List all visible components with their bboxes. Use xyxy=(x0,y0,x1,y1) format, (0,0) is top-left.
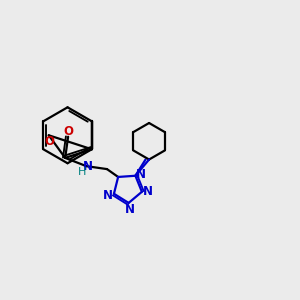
Text: O: O xyxy=(63,125,73,138)
Text: O: O xyxy=(44,135,54,148)
Text: N: N xyxy=(103,189,113,202)
Text: N: N xyxy=(125,203,135,216)
Text: H: H xyxy=(77,167,86,177)
Text: N: N xyxy=(136,168,146,181)
Text: N: N xyxy=(143,185,153,198)
Text: N: N xyxy=(82,160,93,173)
